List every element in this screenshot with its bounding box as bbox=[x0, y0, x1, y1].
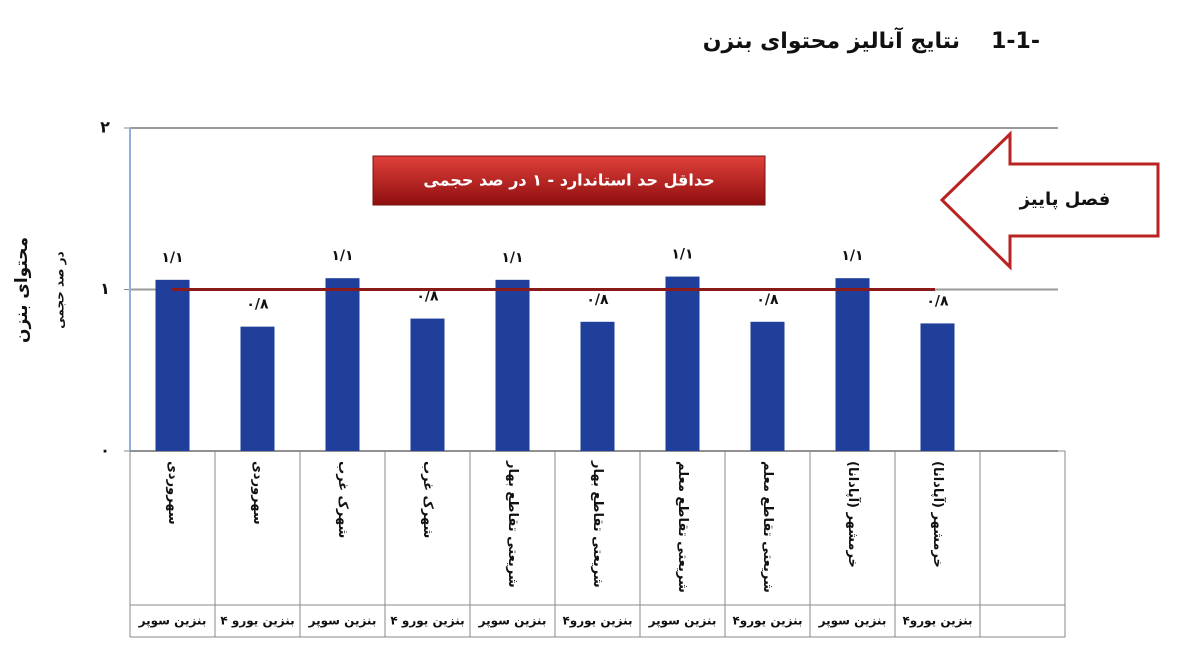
group-label: بنزین یورو۴ bbox=[562, 614, 632, 629]
y-axis-label: محتوای بنزن bbox=[12, 237, 32, 343]
value-label: ۱/۱ bbox=[841, 248, 863, 264]
annotation-box bbox=[372, 155, 766, 206]
x-tick-label: شریعتی تقاطع بهار bbox=[590, 460, 605, 588]
value-label: ۰/۸ bbox=[586, 292, 609, 308]
x-tick-label: شریعتی تقاطع معلم bbox=[675, 461, 690, 593]
x-tick-label: خرمشهر (آپادانا) bbox=[930, 461, 947, 568]
y-tick-label: ۲ bbox=[100, 118, 110, 137]
bar bbox=[410, 318, 445, 451]
group-label: بنزین سوپر bbox=[478, 614, 547, 629]
arrow-label: فصل پاییز bbox=[1019, 189, 1111, 210]
x-tick-label: شریعتی تقاطع معلم bbox=[760, 461, 775, 593]
group-label: بنزین یورو ۴ bbox=[390, 614, 464, 629]
y-tick-label: ۰ bbox=[100, 441, 110, 460]
y-tick-label: ۱ bbox=[100, 279, 110, 298]
bar bbox=[240, 326, 275, 451]
y-axis-sublabel: در صد حجمی bbox=[53, 251, 67, 328]
bar bbox=[665, 276, 700, 451]
annotation: حداقل حد استاندارد - ۱ در صد حجمی bbox=[423, 171, 714, 190]
value-label: ۱/۱ bbox=[501, 250, 523, 266]
bar bbox=[835, 278, 870, 451]
x-tick-label: خرمشهر (آپادانا) bbox=[845, 461, 862, 568]
x-tick-label: سهروردی bbox=[165, 461, 180, 525]
group-label: بنزین سوپر bbox=[308, 614, 377, 629]
group-label: بنزین یورو ۴ bbox=[220, 614, 294, 629]
bar bbox=[750, 321, 785, 451]
bar bbox=[325, 278, 360, 451]
value-label: ۱/۱ bbox=[331, 248, 353, 264]
group-label: بنزین یورو۴ bbox=[732, 614, 802, 629]
value-label: ۰/۸ bbox=[416, 289, 439, 305]
group-label: بنزین سوپر bbox=[818, 614, 887, 629]
x-tick-label: شهرک غرب bbox=[420, 461, 435, 538]
value-label: ۰/۸ bbox=[926, 293, 949, 309]
group-label: بنزین یورو۴ bbox=[902, 614, 972, 629]
group-label: بنزین سوپر bbox=[138, 614, 207, 629]
arrow bbox=[939, 130, 1160, 271]
x-tick-label: شریعتی تقاطع بهار bbox=[505, 460, 520, 588]
value-label: ۰/۸ bbox=[756, 292, 779, 308]
bar bbox=[155, 279, 190, 451]
bar bbox=[495, 279, 530, 451]
section-number: 1-1- bbox=[991, 29, 1040, 54]
group-label: بنزین سوپر bbox=[648, 614, 717, 629]
value-label: ۰/۸ bbox=[246, 297, 269, 313]
bar bbox=[920, 323, 955, 451]
value-label: ۱/۱ bbox=[161, 250, 183, 266]
x-tick-label: سهروردی bbox=[250, 461, 265, 525]
x-tick-label: شهرک غرب bbox=[335, 461, 350, 538]
bar bbox=[580, 321, 615, 451]
chart-title: نتایج آنالیز محتوای بنزن bbox=[703, 26, 960, 54]
value-label: ۱/۱ bbox=[671, 247, 693, 263]
